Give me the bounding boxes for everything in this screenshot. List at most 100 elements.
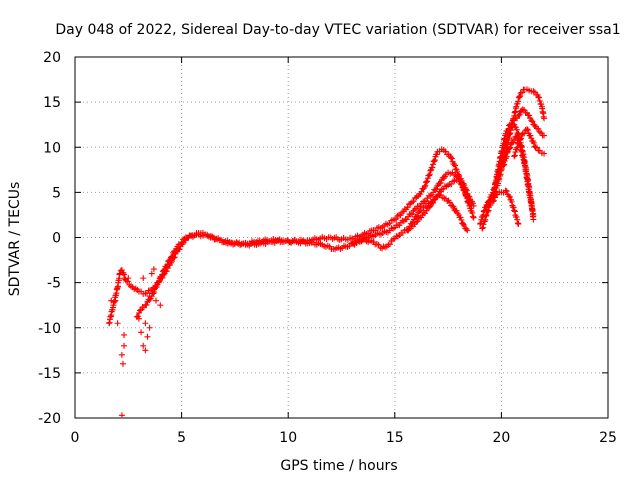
data-point: [155, 279, 162, 286]
data-point-fill: [172, 248, 179, 255]
data-point: [157, 302, 164, 309]
data-point: [470, 202, 477, 209]
data-point-fill: [519, 89, 526, 96]
data-point: [119, 360, 126, 367]
data-point: [513, 103, 520, 110]
data-point: [157, 275, 164, 282]
data-point-fill: [480, 208, 487, 215]
data-point-fill: [424, 178, 431, 185]
data-point: [530, 88, 537, 95]
data-point-fill: [404, 204, 411, 211]
data-point-fill: [511, 152, 518, 159]
data-point-fill: [512, 149, 519, 156]
data-point: [121, 331, 128, 338]
data-point-fill: [510, 139, 517, 146]
data-point-fill: [427, 167, 434, 174]
data-point-fill: [505, 130, 512, 137]
x-tick-label: 20: [492, 430, 510, 446]
data-point-fill: [427, 192, 434, 199]
data-point: [118, 351, 125, 358]
data-point-fill: [478, 216, 485, 223]
data-point-fill: [461, 222, 468, 229]
data-point-fill: [535, 94, 542, 101]
data-point: [153, 297, 160, 304]
data-point-fill: [508, 198, 515, 205]
data-point: [536, 128, 543, 135]
chart-title: Day 048 of 2022, Sidereal Day-to-day VTE…: [55, 22, 620, 38]
data-point-fill: [410, 198, 417, 205]
data-point: [530, 211, 537, 218]
data-point: [511, 153, 518, 160]
data-point-fill: [137, 307, 144, 314]
data-point: [460, 220, 467, 227]
data-point-fill: [521, 107, 528, 114]
data-point-fill: [160, 267, 167, 274]
data-point-fill: [143, 301, 150, 308]
data-point-fill: [505, 193, 512, 200]
data-point-fill: [150, 290, 157, 297]
data-point-fill: [121, 271, 128, 278]
data-point-fill: [536, 97, 543, 104]
data-point-fill: [407, 200, 414, 207]
data-point: [146, 324, 153, 331]
data-point-fill: [509, 117, 516, 124]
data-point-fill: [387, 241, 394, 248]
data-point: [502, 139, 509, 146]
data-point: [519, 106, 526, 113]
data-point: [138, 329, 145, 336]
x-tick-label: 15: [386, 430, 404, 446]
data-point-fill: [501, 158, 508, 165]
data-point: [481, 207, 488, 214]
data-point: [477, 220, 484, 227]
data-point-fill: [524, 126, 531, 133]
y-axis: -20 -15 -10 -5 0 5 10 15 20: [38, 50, 608, 427]
data-point-fill: [460, 180, 467, 187]
data-point: [140, 275, 147, 282]
x-tick-label: 10: [279, 430, 297, 446]
data-point-fill: [527, 132, 534, 139]
data-point-fill: [503, 188, 510, 195]
grid: [75, 57, 608, 418]
series-track-h: [489, 187, 522, 227]
data-point-fill: [448, 155, 455, 162]
data-point-fill: [516, 93, 523, 100]
data-point-fill: [536, 94, 543, 101]
data-point-fill: [426, 171, 433, 178]
data-point: [118, 412, 125, 419]
data-point: [114, 320, 121, 327]
data-point-fill: [463, 187, 470, 194]
data-point-fill: [469, 213, 476, 220]
data-point-fill: [469, 209, 476, 216]
series-track-a: [106, 146, 477, 327]
data-point-fill: [518, 135, 525, 142]
data-point-fill: [458, 216, 465, 223]
data-point-fill: [482, 213, 489, 220]
data-point: [464, 227, 471, 234]
data-point: [506, 193, 513, 200]
data-point-fill: [503, 153, 510, 160]
data-point-fill: [511, 208, 518, 215]
data-points: [106, 86, 548, 419]
data-point-fill: [407, 211, 414, 218]
y-tick-label: -20: [38, 411, 61, 427]
data-point: [404, 227, 411, 234]
data-point-fill: [491, 184, 498, 191]
data-point-fill: [414, 212, 421, 219]
y-tick-label: -15: [38, 366, 61, 382]
data-point-fill: [409, 219, 416, 226]
data-point-fill: [155, 278, 162, 285]
data-point-fill: [426, 172, 433, 179]
data-point: [144, 333, 151, 340]
data-point-fill: [433, 151, 440, 158]
data-point-fill: [429, 164, 436, 171]
data-point-fill: [503, 138, 510, 145]
data-point-fill: [167, 257, 174, 264]
data-point-fill: [501, 161, 508, 168]
x-tick-label: 5: [177, 430, 186, 446]
data-point-fill: [433, 185, 440, 192]
data-point-fill: [416, 208, 423, 215]
data-point: [148, 270, 155, 277]
data-point: [142, 320, 149, 327]
data-point: [489, 189, 496, 196]
data-point-fill: [514, 216, 521, 223]
